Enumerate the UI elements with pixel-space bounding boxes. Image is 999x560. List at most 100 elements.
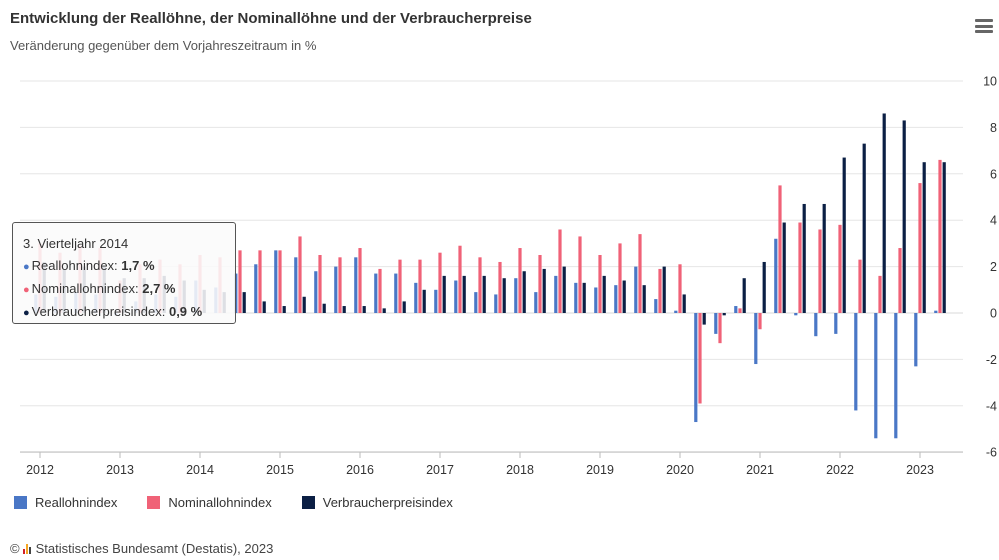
legend-swatch [301, 496, 315, 509]
bar-verbraucherpreisindex [582, 282, 586, 313]
bar-reallohnindex [734, 306, 738, 313]
bar-verbraucherpreisindex [742, 278, 746, 313]
bar-reallohnindex [294, 257, 298, 313]
dot-icon: ● [23, 261, 30, 273]
bar-reallohnindex [714, 313, 718, 334]
bar-reallohnindex [674, 310, 678, 313]
y-tick-label: 6 [990, 167, 997, 181]
bar-reallohnindex [494, 294, 498, 313]
bar-reallohnindex [354, 257, 358, 313]
bar-nominallohnindex [498, 261, 502, 313]
bar-nominallohnindex [618, 243, 622, 313]
x-tick-label: 2013 [106, 463, 134, 477]
bar-verbraucherpreisindex [562, 266, 566, 313]
bar-reallohnindex [854, 313, 858, 411]
tooltip-row-nominallohn: ● Nominallohnindex: 2,7 % [23, 278, 225, 301]
bar-nominallohnindex [338, 257, 342, 313]
x-tick-label: 2012 [26, 463, 54, 477]
bar-reallohnindex [274, 250, 278, 313]
bar-reallohnindex [434, 289, 438, 313]
bar-verbraucherpreisindex [642, 285, 646, 313]
bar-reallohnindex [374, 273, 378, 313]
bar-nominallohnindex [318, 255, 322, 313]
bar-nominallohnindex [598, 255, 602, 313]
bar-verbraucherpreisindex [782, 222, 786, 313]
bar-verbraucherpreisindex [402, 301, 406, 313]
bar-reallohnindex [814, 313, 818, 337]
x-tick-label: 2014 [186, 463, 214, 477]
bar-verbraucherpreisindex [682, 294, 686, 313]
y-tick-label: -2 [986, 353, 997, 367]
bar-verbraucherpreisindex [662, 266, 666, 313]
bar-nominallohnindex [778, 185, 782, 313]
bar-verbraucherpreisindex [422, 289, 426, 313]
legend-item-verbraucherpreisindex[interactable]: Verbraucherpreisindex [301, 495, 453, 510]
bar-reallohnindex [914, 313, 918, 367]
y-tick-label: 4 [990, 214, 997, 228]
bar-reallohnindex [474, 292, 478, 313]
bar-nominallohnindex [458, 245, 462, 313]
bar-verbraucherpreisindex [282, 306, 286, 313]
bar-reallohnindex [574, 282, 578, 313]
bar-reallohnindex [774, 238, 778, 313]
bar-reallohnindex [254, 264, 258, 313]
legend-item-nominallohnindex[interactable]: Nominallohnindex [147, 495, 272, 510]
bar-verbraucherpreisindex [902, 120, 906, 313]
bar-verbraucherpreisindex [622, 280, 626, 313]
credit: © Statistisches Bundesamt (Destatis), 20… [10, 541, 273, 556]
bar-verbraucherpreisindex [942, 162, 946, 313]
legend-swatch [147, 496, 161, 509]
bar-nominallohnindex [438, 252, 442, 313]
bar-nominallohnindex [578, 236, 582, 313]
bar-verbraucherpreisindex [262, 301, 266, 313]
dot-icon: ● [23, 284, 30, 296]
hamburger-menu-icon[interactable] [975, 19, 993, 33]
bar-verbraucherpreisindex [842, 157, 846, 313]
tooltip-label: Reallohnindex: [31, 258, 122, 273]
x-tick-label: 2016 [346, 463, 374, 477]
y-tick-label: -4 [986, 399, 997, 413]
bar-reallohnindex [314, 271, 318, 313]
bar-nominallohnindex [238, 250, 242, 313]
bar-reallohnindex [834, 313, 838, 334]
bar-verbraucherpreisindex [602, 275, 606, 313]
bar-nominallohnindex [938, 159, 942, 313]
bar-verbraucherpreisindex [822, 203, 826, 313]
tooltip-row-reallohn: ● Reallohnindex: 1,7 % [23, 255, 225, 278]
tooltip-header: 3. Vierteljahr 2014 [23, 236, 129, 251]
bar-verbraucherpreisindex [302, 296, 306, 313]
bar-nominallohnindex [818, 229, 822, 313]
bar-verbraucherpreisindex [542, 268, 546, 313]
bar-reallohnindex [634, 266, 638, 313]
bar-verbraucherpreisindex [462, 275, 466, 313]
tooltip-value: 0,9 % [168, 304, 203, 319]
x-tick-label: 2018 [506, 463, 534, 477]
x-tick-label: 2022 [826, 463, 854, 477]
bar-reallohnindex [414, 282, 418, 313]
bar-nominallohnindex [758, 313, 762, 330]
bar-verbraucherpreisindex [802, 203, 806, 313]
y-tick-label: 2 [990, 260, 997, 274]
bar-nominallohnindex [898, 248, 902, 313]
bar-reallohnindex [754, 313, 758, 365]
bar-reallohnindex [394, 273, 398, 313]
x-tick-label: 2021 [746, 463, 774, 477]
bar-reallohnindex [874, 313, 878, 439]
legend-item-reallohnindex[interactable]: Reallohnindex [14, 495, 117, 510]
y-tick-label: 10 [983, 75, 997, 89]
chart-title: Entwicklung der Reallöhne, der Nominallö… [10, 10, 532, 27]
bar-verbraucherpreisindex [442, 275, 446, 313]
bar-nominallohnindex [538, 255, 542, 313]
bar-nominallohnindex [298, 236, 302, 313]
bar-nominallohnindex [718, 313, 722, 344]
bar-reallohnindex [614, 285, 618, 313]
bar-reallohnindex [554, 275, 558, 313]
bar-verbraucherpreisindex [342, 306, 346, 313]
bar-reallohnindex [654, 299, 658, 313]
bar-reallohnindex [794, 313, 798, 316]
bar-verbraucherpreisindex [242, 292, 246, 313]
y-tick-label: 0 [990, 307, 997, 321]
bar-verbraucherpreisindex [702, 313, 706, 325]
copyright-icon: © [10, 541, 20, 556]
bar-reallohnindex [594, 287, 598, 313]
